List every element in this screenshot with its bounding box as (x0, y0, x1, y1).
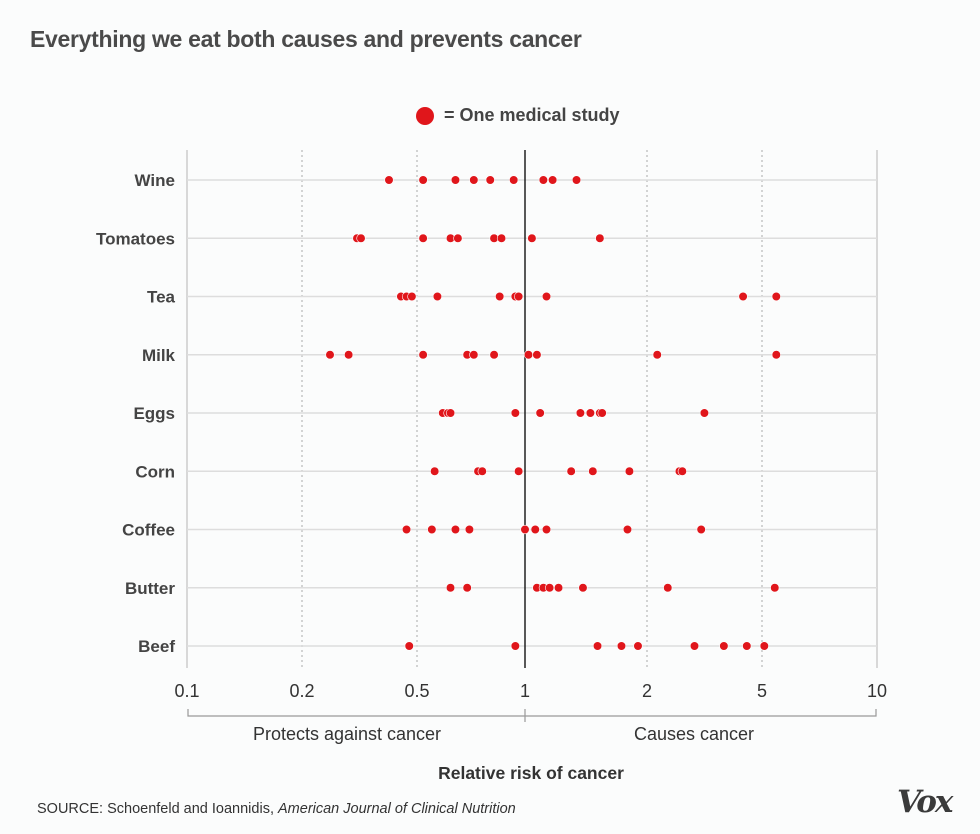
data-point (469, 350, 479, 360)
data-point (520, 524, 530, 535)
data-point (585, 408, 595, 418)
data-point (325, 350, 335, 360)
category-label: Beef (138, 637, 175, 656)
data-point (514, 466, 524, 476)
data-point (450, 175, 461, 185)
x-tick-label: 2 (642, 681, 652, 701)
region-bracket (187, 709, 877, 722)
category-label: Coffee (122, 521, 175, 540)
category-label: Eggs (133, 404, 175, 423)
data-point (453, 233, 463, 243)
x-tick-label: 0.5 (404, 681, 429, 701)
category-label: Tea (147, 288, 176, 307)
data-point (622, 524, 633, 535)
legend-marker-icon (416, 106, 434, 125)
data-point (469, 175, 479, 185)
legend-label: = One medical study (444, 105, 620, 125)
data-point (432, 291, 443, 302)
data-point (427, 524, 437, 535)
data-point (770, 583, 780, 593)
category-label: Tomatoes (96, 229, 175, 248)
chart-title: Everything we eat both causes and preven… (30, 26, 582, 52)
data-point (696, 524, 706, 535)
data-point (532, 350, 542, 360)
data-point (523, 350, 534, 360)
data-point (575, 408, 586, 418)
data-point (689, 641, 700, 651)
category-label: Milk (142, 346, 176, 365)
data-point (384, 175, 394, 185)
data-point (510, 641, 520, 651)
data-point (495, 291, 505, 302)
region-label-causes: Causes cancer (634, 724, 754, 744)
data-point (496, 233, 507, 243)
data-point (677, 466, 687, 476)
data-point (430, 466, 440, 476)
source-prefix: SOURCE: Schoenfeld and Ioannidis, (37, 801, 278, 817)
category-label: Wine (135, 171, 175, 190)
legend: = One medical study (416, 105, 620, 126)
data-point (544, 583, 555, 593)
data-point (597, 408, 607, 418)
data-point (624, 466, 635, 476)
source-note: SOURCE: Schoenfeld and Ioannidis, Americ… (37, 801, 516, 817)
vox-logo: Vox (897, 784, 953, 820)
data-point (548, 175, 558, 185)
data-point (462, 583, 472, 593)
category-label: Butter (125, 579, 175, 598)
data-point (771, 291, 781, 302)
data-point (759, 641, 769, 651)
data-point (445, 583, 456, 593)
data-point (663, 583, 673, 593)
data-point (699, 408, 710, 418)
data-point (344, 350, 354, 360)
data-point (510, 408, 520, 418)
data-point (489, 350, 499, 360)
data-point (592, 641, 603, 651)
data-point (404, 641, 414, 651)
data-point (742, 641, 752, 651)
data-point (719, 641, 729, 651)
x-tick-label: 0.2 (289, 681, 314, 701)
region-label-protects: Protects against cancer (253, 724, 441, 744)
data-point (566, 466, 576, 476)
data-point (356, 233, 366, 243)
data-point (633, 641, 643, 651)
x-tick-label: 0.1 (174, 681, 199, 701)
x-tick-label: 10 (867, 681, 887, 701)
data-point (418, 175, 428, 185)
data-point (553, 583, 564, 593)
data-point (477, 466, 487, 476)
data-point (464, 524, 475, 535)
data-point (541, 524, 552, 535)
data-point (407, 291, 417, 302)
data-point (530, 524, 540, 535)
data-point (535, 408, 545, 418)
data-point (418, 350, 428, 360)
data-point (418, 233, 428, 243)
x-tick-label: 5 (757, 681, 767, 701)
x-tick-label: 1 (520, 681, 530, 701)
data-point (541, 291, 552, 302)
data-point (771, 350, 781, 360)
data-point (527, 233, 537, 243)
data-point (652, 350, 662, 360)
data-point (445, 408, 456, 418)
data-point (514, 291, 524, 302)
data-point (509, 175, 519, 185)
category-label: Corn (135, 462, 175, 481)
data-point (571, 175, 582, 185)
x-axis-label: Relative risk of cancer (438, 763, 624, 783)
data-point (538, 175, 548, 185)
data-point (738, 291, 748, 302)
data-point (450, 524, 461, 535)
data-point (485, 175, 495, 185)
data-point (578, 583, 588, 593)
data-point (595, 233, 605, 243)
data-point (616, 641, 627, 651)
data-point (401, 524, 412, 535)
data-point (588, 466, 598, 476)
source-journal: American Journal of Clinical Nutrition (278, 801, 516, 817)
